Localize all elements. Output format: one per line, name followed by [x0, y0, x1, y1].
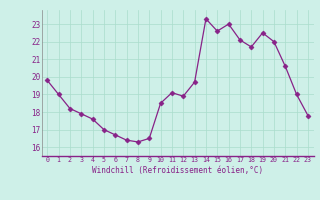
X-axis label: Windchill (Refroidissement éolien,°C): Windchill (Refroidissement éolien,°C) — [92, 166, 263, 175]
